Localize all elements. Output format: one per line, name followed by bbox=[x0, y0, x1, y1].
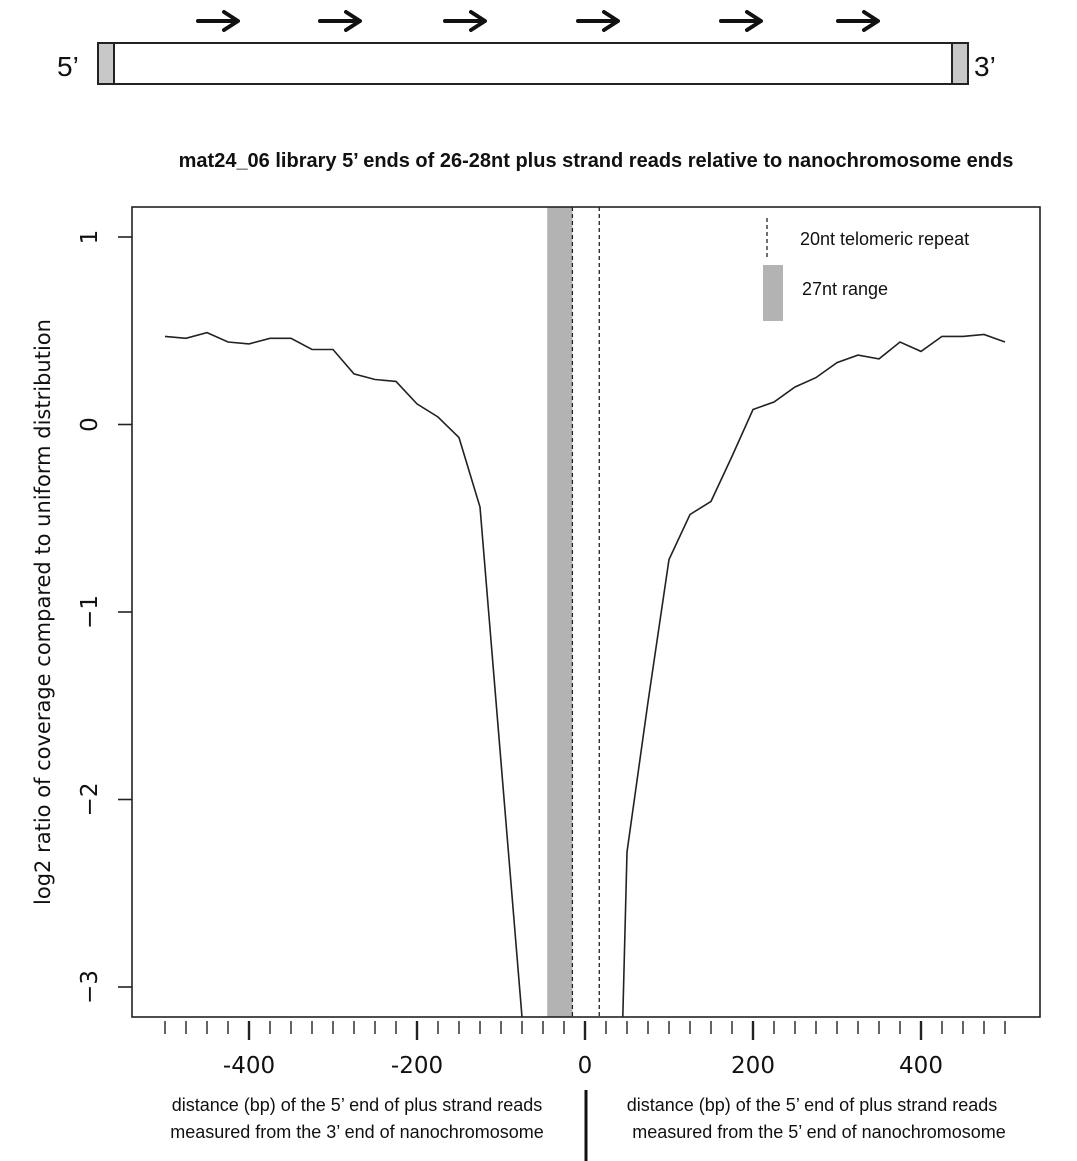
series-line-5prime bbox=[622, 333, 1006, 1018]
legend-range-label: 27nt range bbox=[802, 279, 888, 299]
legend: 20nt telomeric repeat 27nt range bbox=[763, 218, 969, 321]
arrow-icon bbox=[836, 10, 880, 32]
x-label-right-line1: distance (bp) of the 5’ end of plus stra… bbox=[627, 1095, 998, 1115]
x-axis-labels: distance (bp) of the 5’ end of plus stra… bbox=[170, 1090, 1006, 1161]
chromosome-schematic: 5’ 3’ bbox=[57, 10, 996, 85]
arrow-icon bbox=[443, 10, 487, 32]
y-axis: 1 0 −1 −2 −3 bbox=[77, 230, 132, 1004]
arrow-icon bbox=[196, 10, 240, 32]
x-label-right-line2: measured from the 5’ end of nanochromoso… bbox=[632, 1122, 1006, 1142]
y-tick-label: −1 bbox=[77, 595, 103, 629]
27nt-range-band bbox=[547, 207, 573, 1017]
left-end-cap bbox=[97, 42, 115, 85]
x-tick-label: 400 bbox=[899, 1053, 943, 1079]
direction-arrows bbox=[196, 10, 880, 32]
legend-range-swatch bbox=[763, 265, 783, 321]
x-tick-label: 200 bbox=[731, 1053, 775, 1079]
arrow-icon bbox=[719, 10, 763, 32]
plot-frame bbox=[131, 206, 1041, 1018]
y-tick-label: −2 bbox=[77, 783, 103, 817]
arrow-icon bbox=[318, 10, 362, 32]
x-tick-label: 0 bbox=[578, 1053, 593, 1079]
x-label-left-line2: measured from the 3’ end of nanochromoso… bbox=[170, 1122, 544, 1142]
y-axis-label: log2 ratio of coverage compared to unifo… bbox=[31, 319, 55, 905]
chromosome-body bbox=[97, 42, 969, 85]
x-label-left-line1: distance (bp) of the 5’ end of plus stra… bbox=[172, 1095, 543, 1115]
five-prime-label: 5’ bbox=[57, 51, 79, 82]
arrow-icon bbox=[576, 10, 620, 32]
y-tick-label: 0 bbox=[77, 417, 103, 432]
y-tick-label: −3 bbox=[77, 970, 103, 1004]
legend-telomeric-label: 20nt telomeric repeat bbox=[800, 229, 969, 249]
chart-title: mat24_06 library 5’ ends of 26-28nt plus… bbox=[179, 150, 1014, 172]
series-line-3prime bbox=[164, 331, 523, 1018]
three-prime-label: 3’ bbox=[974, 51, 996, 82]
x-axis: -400 -200 0 200 400 bbox=[164, 1021, 1006, 1079]
right-end-cap bbox=[951, 42, 969, 85]
x-tick-label: -200 bbox=[391, 1053, 443, 1079]
y-tick-label: 1 bbox=[77, 230, 103, 245]
x-tick-label: -400 bbox=[223, 1053, 275, 1079]
